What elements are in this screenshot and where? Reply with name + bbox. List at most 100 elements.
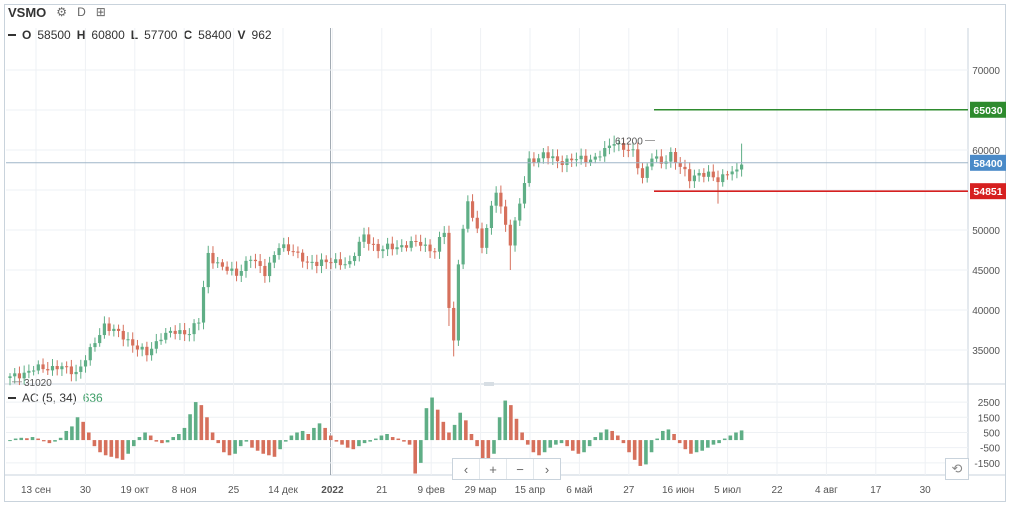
ac-bar	[396, 438, 401, 441]
ac-bar	[41, 440, 46, 442]
gear-icon[interactable]: ⚙	[56, 5, 68, 19]
candle-body	[414, 240, 418, 242]
candle-body	[551, 156, 555, 159]
x-tick-label: 17	[870, 485, 882, 496]
ac-bar	[177, 434, 181, 441]
ac-bar	[295, 432, 299, 441]
candle-body	[65, 366, 69, 368]
candle-body	[324, 259, 328, 263]
candle-body	[527, 158, 531, 184]
candle-body	[272, 255, 276, 263]
candle-body	[258, 261, 262, 266]
zoom-out-button[interactable]: −	[507, 459, 534, 479]
ac-bar	[30, 437, 35, 441]
x-tick-label: 15 апр	[515, 485, 546, 496]
candle-body	[55, 366, 59, 370]
candle-body	[532, 158, 536, 163]
ac-bar	[475, 440, 479, 447]
ac-bar	[103, 440, 108, 456]
scroll-right-button[interactable]: ›	[544, 461, 550, 477]
candle-body	[631, 149, 635, 151]
candle-body	[617, 143, 621, 145]
candle-body	[305, 261, 309, 263]
candle-body	[381, 249, 385, 252]
ac-bar	[362, 440, 367, 444]
candle-body	[480, 228, 484, 248]
candle-body	[352, 255, 357, 262]
ac-bar	[92, 440, 97, 447]
indicator-tick-label: 500	[983, 428, 1000, 439]
ac-bar	[430, 397, 434, 441]
candle-body	[13, 373, 17, 377]
indicator-tick-label: 1500	[978, 413, 1001, 424]
ac-bar	[407, 440, 412, 445]
ac-bar	[188, 414, 192, 441]
series-dash-icon[interactable]	[8, 34, 16, 36]
candle-body	[390, 243, 394, 250]
candle-body	[22, 372, 26, 379]
candle-body	[244, 260, 248, 271]
candle-body	[192, 323, 196, 335]
zoom-in-button[interactable]: +	[480, 459, 507, 479]
period-selector[interactable]: D	[77, 5, 86, 19]
candle-body	[187, 334, 191, 336]
scroll-left-button[interactable]: ‹	[453, 459, 480, 479]
candle-body	[60, 366, 64, 370]
candle-body	[230, 268, 234, 271]
candle-body	[135, 345, 140, 350]
candle-body	[83, 360, 88, 367]
ac-bar	[734, 432, 738, 441]
x-tick-label: 19 окт	[121, 485, 150, 496]
candle-body	[291, 251, 295, 253]
y-tick-label: 70000	[972, 66, 1000, 77]
ac-bar	[182, 427, 187, 441]
candle-body	[315, 261, 319, 266]
ac-bar	[278, 440, 282, 450]
candles	[8, 135, 744, 386]
candle-body	[721, 174, 725, 183]
ac-bar	[385, 434, 389, 441]
ac-bar	[267, 440, 271, 456]
ac-bar	[222, 440, 226, 453]
ac-bar	[728, 435, 733, 441]
close-value: 58400	[198, 28, 232, 42]
candle-body	[116, 328, 121, 331]
ticker-symbol[interactable]: VSMO	[8, 4, 47, 20]
navigation-toolbar: ‹ + − ›	[452, 458, 561, 480]
candle-body	[537, 158, 541, 163]
candle-body	[145, 346, 149, 356]
candle-body	[329, 262, 333, 264]
ac-bar	[53, 440, 57, 442]
candle-body	[428, 244, 432, 252]
candle-body	[711, 171, 715, 178]
candle-body	[489, 205, 494, 229]
ac-bar	[36, 438, 40, 441]
candle-body	[69, 366, 73, 375]
candle-body	[277, 248, 281, 256]
reset-icon[interactable]: ⟲	[945, 458, 969, 480]
candle-body	[612, 144, 616, 146]
indicator-dash-icon[interactable]	[8, 397, 16, 399]
candle-body	[522, 183, 527, 204]
ac-bar	[227, 440, 232, 456]
resistance-badge: 65030	[973, 105, 1002, 117]
ac-bar	[419, 440, 423, 463]
indicator-tick-label: -500	[980, 444, 1000, 455]
high-value: 60800	[91, 28, 125, 42]
ac-bar	[599, 432, 603, 441]
candle-body	[286, 244, 291, 252]
add-indicator-icon[interactable]: ⊞	[95, 5, 106, 19]
candle-body	[706, 171, 711, 177]
open-value: 58500	[37, 28, 71, 42]
x-tick-label: 14 дек	[268, 485, 298, 496]
ohlc-legend: O 58500 H 60800 L 57700 C 58400 V 962	[8, 28, 272, 42]
candle-body	[541, 152, 545, 159]
candle-body	[376, 243, 380, 252]
candle-body	[253, 259, 258, 262]
candle-body	[494, 192, 498, 206]
ac-bar	[531, 440, 536, 453]
candle-body	[27, 370, 31, 373]
candle-body	[626, 149, 630, 151]
ac-bar	[143, 432, 147, 441]
